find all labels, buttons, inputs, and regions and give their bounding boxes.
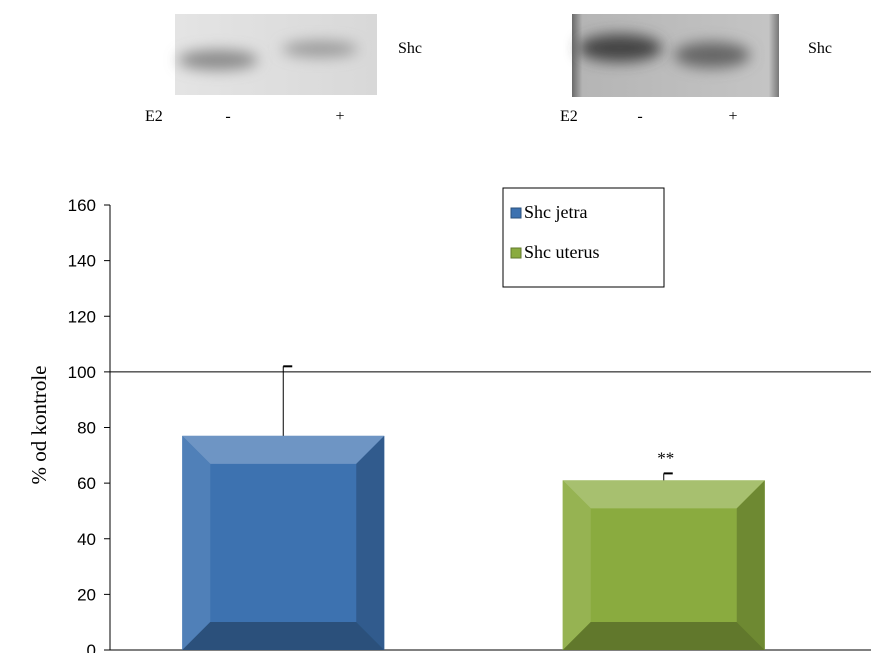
bar <box>563 480 765 650</box>
y-tick-label: 140 <box>68 252 96 271</box>
error-bar <box>664 473 673 480</box>
lane-label: + <box>728 108 737 125</box>
legend-swatch <box>511 248 521 258</box>
legend-label: Shc jetra <box>524 202 587 222</box>
y-tick-label: 160 <box>68 196 96 215</box>
bar <box>182 436 384 650</box>
bar-bevel <box>563 622 765 650</box>
treatment-label: E2 <box>145 108 163 125</box>
blot-right <box>572 14 779 97</box>
blot-left <box>175 14 377 95</box>
error-bar <box>283 366 292 436</box>
blot-label: Shc <box>808 40 832 57</box>
bar-bevel <box>356 436 384 650</box>
blot-label: Shc <box>398 40 422 57</box>
y-tick-label: 40 <box>77 530 96 549</box>
lane-label: - <box>225 108 230 125</box>
y-tick-label: 0 <box>87 641 96 653</box>
bar-bevel <box>563 480 591 650</box>
treatment-label: E2 <box>560 108 578 125</box>
lane-label: + <box>335 108 344 125</box>
y-tick-label: 20 <box>77 585 96 604</box>
lane-label: - <box>637 108 642 125</box>
y-tick-label: 100 <box>68 363 96 382</box>
legend-label: Shc uterus <box>524 242 600 262</box>
bar-bevel <box>182 436 384 464</box>
bar-face <box>182 436 384 650</box>
figure: Shc E2 - + Shc E2 - + % od kontrole 0 20 4… <box>0 0 871 653</box>
y-tick-label: 120 <box>68 307 96 326</box>
bar-bevel <box>182 436 210 650</box>
y-tick-label: 80 <box>77 419 96 438</box>
legend: Shc jetra Shc uterus <box>503 188 664 287</box>
significance-label: ** <box>657 448 674 467</box>
legend-swatch <box>511 208 521 218</box>
bar-bevel <box>563 480 765 508</box>
bar-bevel <box>182 622 384 650</box>
bar-bevel <box>737 480 765 650</box>
y-tick-label: 60 <box>77 474 96 493</box>
y-axis-label: % od kontrole <box>27 366 51 485</box>
